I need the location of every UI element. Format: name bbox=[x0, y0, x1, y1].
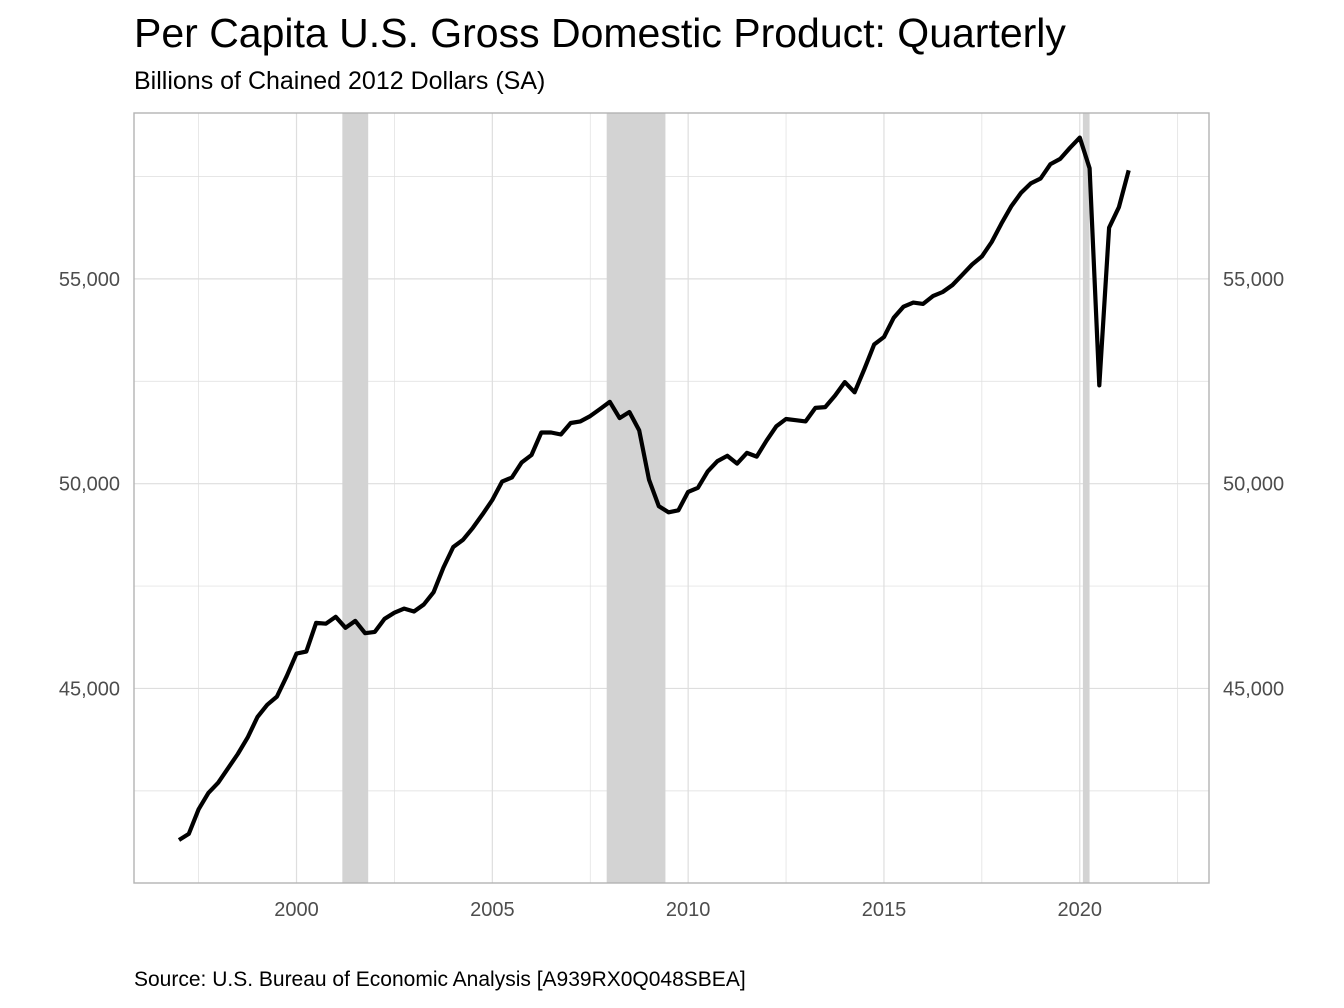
y-axis-left-labels: 45,000 50,000 55,000 bbox=[59, 269, 120, 701]
y-tick-label: 45,000 bbox=[59, 678, 120, 700]
series-line bbox=[177, 135, 1131, 842]
recession-bands bbox=[342, 113, 1090, 883]
major-gridlines bbox=[134, 113, 1209, 883]
x-tick-label: 2010 bbox=[666, 899, 711, 921]
x-tick-label: 2015 bbox=[862, 899, 907, 921]
y-tick-label-right: 55,000 bbox=[1223, 269, 1284, 291]
chart-subtitle: Billions of Chained 2012 Dollars (SA) bbox=[134, 67, 546, 95]
y-tick-label-right: 45,000 bbox=[1223, 678, 1284, 700]
recession-band bbox=[1082, 113, 1090, 883]
panel-border bbox=[133, 112, 1210, 884]
x-tick-label: 2005 bbox=[470, 899, 515, 921]
y-axis-right-labels: 45,000 50,000 55,000 bbox=[1223, 269, 1284, 701]
y-tick-label: 55,000 bbox=[59, 269, 120, 291]
chart-caption: Source: U.S. Bureau of Economic Analysis… bbox=[134, 968, 746, 991]
recession-band bbox=[342, 113, 369, 883]
minor-gridlines bbox=[134, 113, 1209, 883]
x-tick-label: 2000 bbox=[274, 899, 319, 921]
chart-title: Per Capita U.S. Gross Domestic Product: … bbox=[134, 10, 1066, 56]
x-tick-label: 2020 bbox=[1058, 899, 1103, 921]
x-axis-labels: 2000 2005 2010 2015 2020 bbox=[274, 899, 1102, 921]
y-tick-label: 50,000 bbox=[59, 474, 120, 496]
y-tick-label-right: 50,000 bbox=[1223, 474, 1284, 496]
